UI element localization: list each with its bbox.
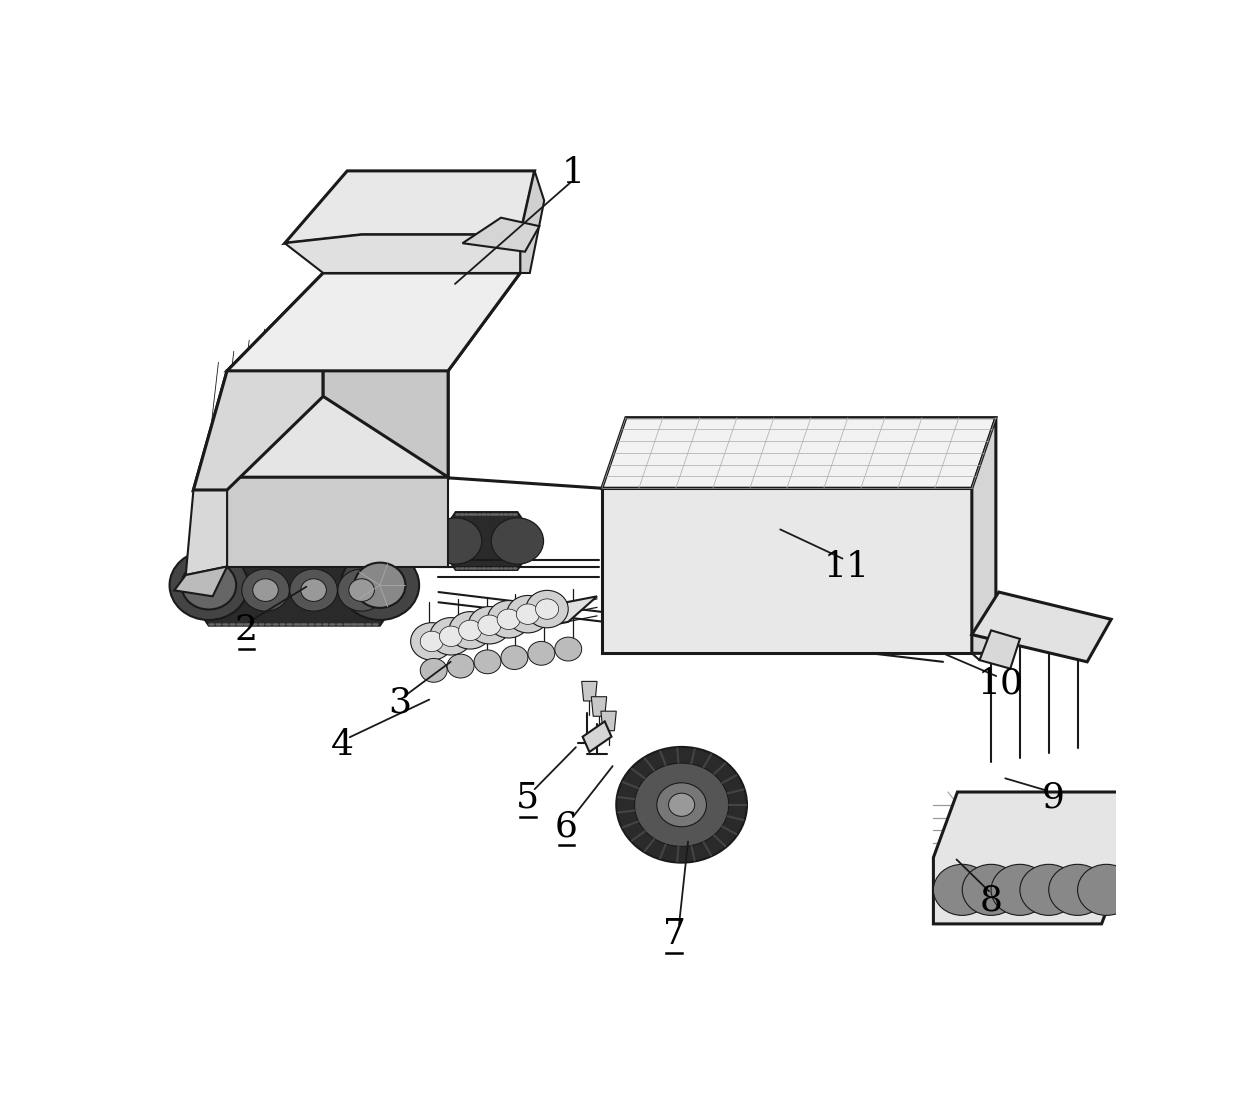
Circle shape xyxy=(337,569,386,611)
Polygon shape xyxy=(193,371,448,490)
Text: 9: 9 xyxy=(1042,781,1065,815)
Circle shape xyxy=(348,579,374,601)
Polygon shape xyxy=(601,488,972,653)
Circle shape xyxy=(477,615,501,635)
Circle shape xyxy=(1078,864,1135,915)
Circle shape xyxy=(501,645,528,670)
Circle shape xyxy=(507,596,549,633)
Circle shape xyxy=(536,599,558,619)
Polygon shape xyxy=(521,171,544,273)
Polygon shape xyxy=(601,418,996,488)
Circle shape xyxy=(420,659,448,682)
Circle shape xyxy=(290,569,337,611)
Circle shape xyxy=(497,609,521,630)
Circle shape xyxy=(616,747,746,863)
Circle shape xyxy=(253,579,278,601)
Circle shape xyxy=(934,864,991,915)
Text: 4: 4 xyxy=(331,728,353,762)
Polygon shape xyxy=(463,218,539,252)
Text: 11: 11 xyxy=(823,549,870,583)
Circle shape xyxy=(962,864,1021,915)
Circle shape xyxy=(668,793,694,817)
Circle shape xyxy=(516,604,539,624)
Circle shape xyxy=(448,654,474,678)
Polygon shape xyxy=(972,592,1111,662)
Circle shape xyxy=(487,601,529,638)
Text: 10: 10 xyxy=(977,667,1024,701)
Polygon shape xyxy=(436,512,537,570)
Text: 2: 2 xyxy=(234,613,258,648)
Circle shape xyxy=(429,518,482,565)
Circle shape xyxy=(439,627,463,646)
Polygon shape xyxy=(591,697,606,716)
Polygon shape xyxy=(324,273,521,477)
Text: 3: 3 xyxy=(388,686,412,719)
Polygon shape xyxy=(414,597,596,652)
Circle shape xyxy=(474,650,501,674)
Text: 7: 7 xyxy=(662,917,686,951)
Circle shape xyxy=(528,641,554,665)
Polygon shape xyxy=(186,477,227,575)
Text: 6: 6 xyxy=(554,809,578,843)
Text: 5: 5 xyxy=(516,781,539,815)
Polygon shape xyxy=(174,567,227,597)
Circle shape xyxy=(1049,864,1106,915)
Text: 8: 8 xyxy=(980,883,1003,917)
Polygon shape xyxy=(193,273,324,490)
Polygon shape xyxy=(285,171,534,243)
Polygon shape xyxy=(972,418,996,653)
Circle shape xyxy=(657,782,707,827)
Circle shape xyxy=(242,569,289,611)
Circle shape xyxy=(491,518,543,565)
Polygon shape xyxy=(601,712,616,730)
Polygon shape xyxy=(285,234,521,273)
Polygon shape xyxy=(583,722,611,753)
Circle shape xyxy=(554,638,582,661)
Circle shape xyxy=(410,623,453,660)
Circle shape xyxy=(635,764,729,846)
Polygon shape xyxy=(934,792,1126,924)
Circle shape xyxy=(991,864,1049,915)
Circle shape xyxy=(1019,864,1078,915)
Circle shape xyxy=(170,550,248,620)
Polygon shape xyxy=(181,545,407,625)
Polygon shape xyxy=(227,273,521,371)
Text: 1: 1 xyxy=(562,157,584,190)
Circle shape xyxy=(341,550,419,620)
Polygon shape xyxy=(980,630,1019,669)
Circle shape xyxy=(301,579,326,601)
Polygon shape xyxy=(601,418,626,653)
Circle shape xyxy=(430,618,472,655)
Circle shape xyxy=(526,590,568,628)
Circle shape xyxy=(449,612,491,649)
Circle shape xyxy=(459,620,481,641)
Circle shape xyxy=(420,631,444,652)
Circle shape xyxy=(355,562,405,608)
Polygon shape xyxy=(227,477,448,567)
Polygon shape xyxy=(582,682,596,701)
Circle shape xyxy=(181,561,236,610)
Circle shape xyxy=(469,607,511,644)
